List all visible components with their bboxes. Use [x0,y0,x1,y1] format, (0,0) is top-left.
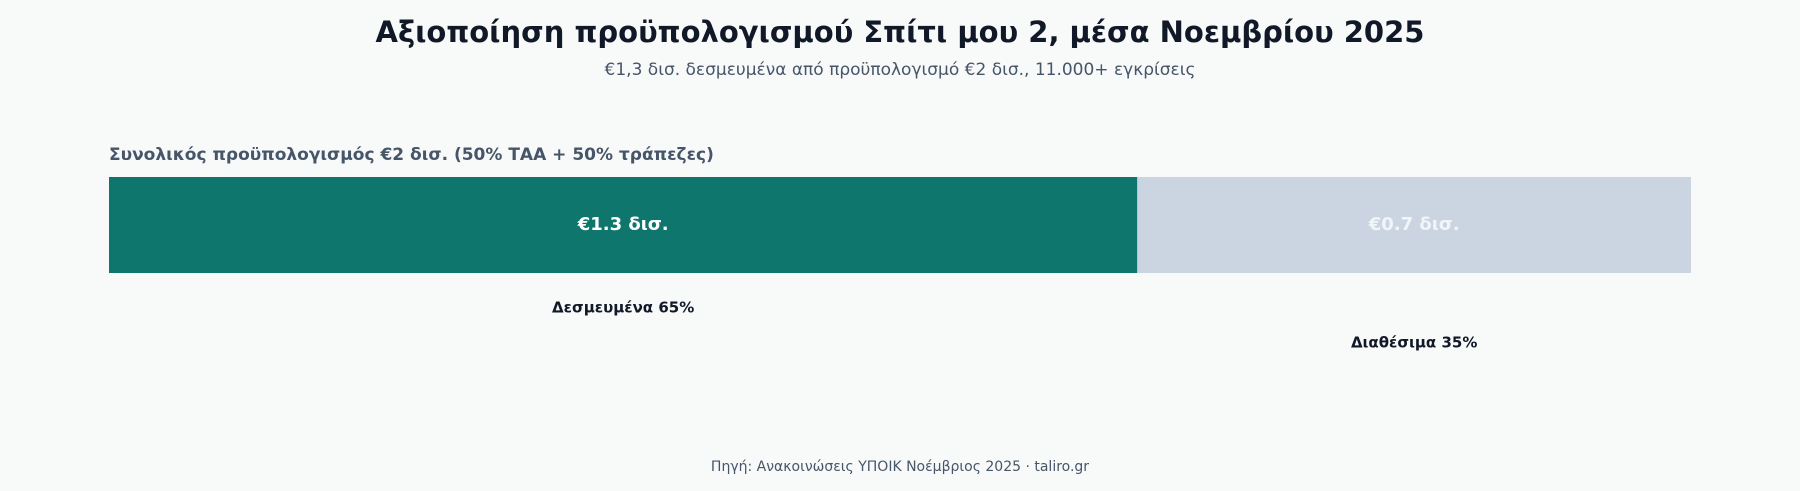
source: Πηγή: Ανακοινώσεις ΥΠΟΙΚ Νοέμβριος 2025 … [711,459,1089,475]
value-label: €1.3 δισ. [577,214,669,235]
chart-subtitle: €1,3 δισ. δεσμευμένα από προϋπολογισμό €… [605,60,1196,80]
legend-label: Διαθέσιμα 35% [1351,334,1477,352]
bar-label: Συνολικός προϋπολογισμός €2 δισ. (50% ΤΑ… [109,145,714,165]
legend-label: Δεσμευμένα 65% [552,299,694,317]
bar-segment [1137,177,1691,273]
chart-title: Αξιοποίηση προϋπολογισμού Σπίτι μου 2, μ… [376,15,1425,49]
bar-segment [109,177,1138,273]
value-label: €0.7 δισ. [1368,214,1460,235]
